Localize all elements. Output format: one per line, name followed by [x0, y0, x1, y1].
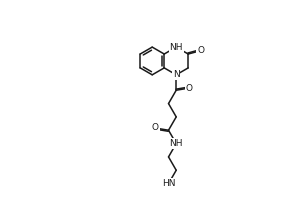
Text: O: O [152, 123, 159, 132]
Text: NH: NH [169, 43, 183, 52]
Text: HN: HN [162, 179, 175, 188]
Text: O: O [197, 46, 204, 55]
Text: O: O [186, 84, 193, 93]
Text: NH: NH [169, 139, 183, 148]
Text: N: N [173, 70, 180, 79]
